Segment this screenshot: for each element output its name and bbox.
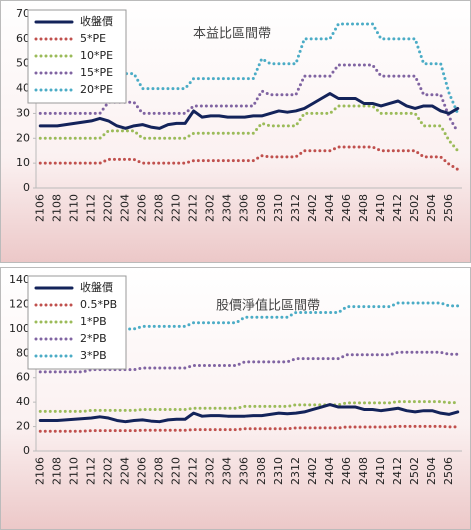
x-tick-label: 2410 — [374, 194, 387, 222]
x-tick-label: 2310 — [272, 457, 285, 485]
x-tick-label: 2302 — [204, 457, 217, 485]
y-tick-label: 30 — [16, 106, 30, 119]
y-tick-label: 40 — [16, 395, 30, 408]
x-tick-label: 2506 — [442, 194, 455, 222]
x-tick-label: 2406 — [340, 194, 353, 222]
y-tick-label: 100 — [9, 322, 30, 335]
series-line — [38, 104, 460, 153]
x-tick-label: 2404 — [323, 457, 336, 485]
y-tick-label: 70 — [16, 7, 30, 20]
y-tick-label: 140 — [9, 273, 30, 286]
legend-label: 15*PE — [80, 66, 113, 79]
x-tick-label: 2110 — [67, 457, 80, 485]
legend-label: 3*PB — [80, 349, 107, 362]
x-tick-label: 2108 — [50, 194, 63, 222]
x-tick-label: 2112 — [84, 194, 97, 222]
series-line — [38, 403, 460, 424]
x-tick-label: 2506 — [442, 457, 455, 485]
x-tick-label: 2312 — [289, 457, 302, 485]
y-tick-label: 0 — [23, 444, 30, 457]
x-tick-label: 2212 — [187, 457, 200, 485]
series-line — [38, 424, 460, 433]
x-tick-label: 2308 — [255, 457, 268, 485]
x-tick-label: 2304 — [221, 194, 234, 222]
y-tick-label: 10 — [16, 156, 30, 169]
x-tick-label: 2210 — [170, 457, 183, 485]
y-tick-label: 40 — [16, 82, 30, 95]
legend-label: 收盤價 — [80, 280, 113, 294]
x-tick-label: 2106 — [33, 194, 46, 222]
y-tick-label: 0 — [23, 181, 30, 194]
legend-label: 2*PB — [80, 332, 107, 345]
x-tick-label: 2308 — [255, 194, 268, 222]
x-tick-label: 2210 — [170, 194, 183, 222]
series-line — [38, 400, 460, 413]
x-tick-label: 2404 — [323, 194, 336, 222]
x-tick-label: 2108 — [50, 457, 63, 485]
x-tick-label: 2208 — [153, 457, 166, 485]
y-tick-label: 60 — [16, 32, 30, 45]
x-tick-label: 2504 — [425, 194, 438, 222]
x-tick-label: 2502 — [408, 194, 421, 222]
x-tick-label: 2402 — [306, 457, 319, 485]
series-line — [38, 350, 460, 374]
x-tick-label: 2208 — [153, 194, 166, 222]
x-tick-label: 2306 — [238, 457, 251, 485]
x-tick-label: 2406 — [340, 457, 353, 485]
x-tick-label: 2304 — [221, 457, 234, 485]
x-tick-label: 2106 — [33, 457, 46, 485]
legend-label: 10*PE — [80, 49, 113, 62]
x-tick-label: 2312 — [289, 194, 302, 222]
chart-title: 本益比區間帶 — [193, 27, 271, 42]
x-tick-label: 2206 — [136, 194, 149, 222]
x-tick-label: 2306 — [238, 194, 251, 222]
x-tick-label: 2206 — [136, 457, 149, 485]
legend-label: 收盤價 — [80, 14, 113, 28]
legend-box — [27, 275, 127, 370]
legend-label: 20*PE — [80, 83, 113, 96]
x-tick-label: 2408 — [357, 457, 370, 485]
x-tick-label: 2110 — [67, 194, 80, 222]
y-tick-label: 120 — [9, 297, 30, 310]
chart-title: 股價淨值比區間帶 — [216, 298, 320, 314]
x-tick-label: 2112 — [84, 457, 97, 485]
series-line — [38, 92, 460, 130]
legend-box — [27, 9, 127, 104]
x-tick-label: 2310 — [272, 194, 285, 222]
x-tick-label: 2212 — [187, 194, 200, 222]
x-tick-label: 2204 — [118, 457, 131, 485]
y-tick-label: 50 — [16, 57, 30, 70]
y-tick-label: 20 — [16, 420, 30, 433]
series-line — [38, 145, 460, 171]
x-tick-label: 2502 — [408, 457, 421, 485]
x-tick-label: 2202 — [101, 457, 114, 485]
legend-label: 0.5*PB — [80, 298, 117, 311]
series-line — [38, 22, 460, 115]
x-tick-label: 2302 — [204, 194, 217, 222]
x-tick-label: 2410 — [374, 457, 387, 485]
legend-label: 5*PE — [80, 32, 106, 45]
x-tick-label: 2408 — [357, 194, 370, 222]
y-tick-label: 80 — [16, 346, 30, 359]
x-tick-label: 2202 — [101, 194, 114, 222]
x-tick-label: 2204 — [118, 194, 131, 222]
x-tick-label: 2402 — [306, 194, 319, 222]
y-tick-label: 20 — [16, 131, 30, 144]
x-tick-label: 2412 — [391, 457, 404, 485]
legend-label: 1*PB — [80, 315, 107, 328]
x-tick-label: 2412 — [391, 194, 404, 222]
x-tick-label: 2504 — [425, 457, 438, 485]
y-tick-label: 60 — [16, 371, 30, 384]
